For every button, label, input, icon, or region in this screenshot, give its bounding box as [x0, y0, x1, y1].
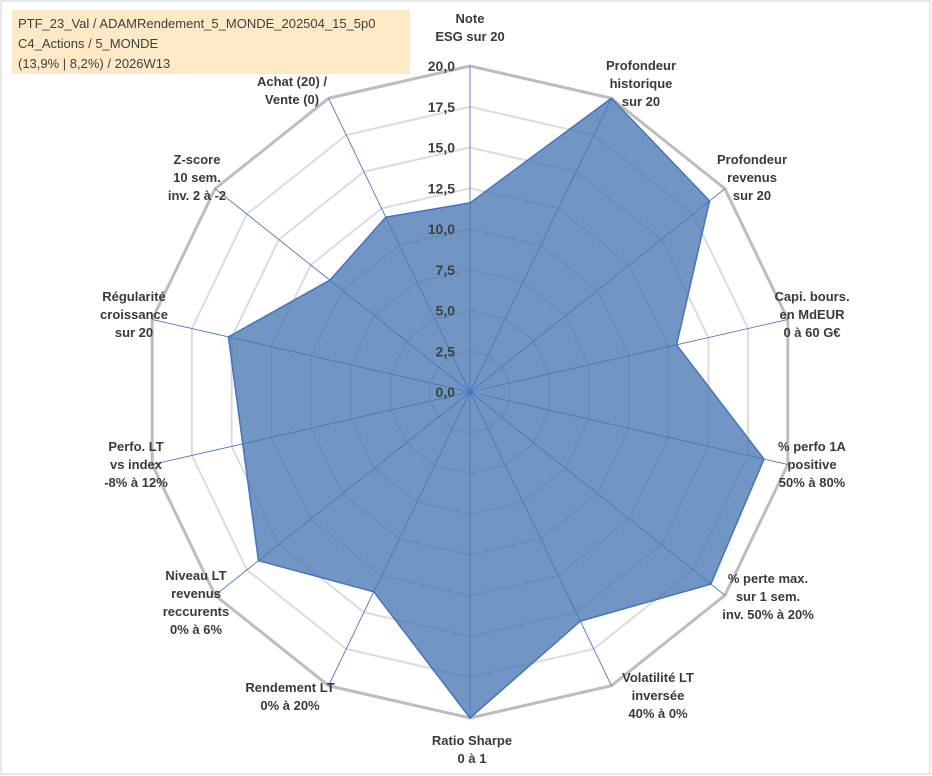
title-line: PTF_23_Val / ADAMRendement_5_MONDE_20250…	[18, 16, 375, 31]
axis-spoke	[469, 319, 788, 393]
tick-label: 0,0	[436, 384, 456, 400]
axis-spoke	[152, 319, 471, 393]
axis-spoke	[469, 391, 612, 686]
category-label: Profondeur historique sur 20	[606, 58, 676, 109]
title-line: C4_Actions / 5_MONDE	[18, 36, 158, 51]
axis-spoke	[469, 98, 612, 393]
category-label: Capi. bours. en MdEUR 0 à 60 G€	[774, 289, 849, 340]
title-box	[12, 10, 410, 74]
category-label: Volatilité LT inversée 40% à 0%	[622, 670, 694, 721]
axis-spoke	[469, 391, 726, 596]
tick-label: 7,5	[436, 262, 456, 278]
category-label: Régularité croissance sur 20	[100, 289, 168, 340]
category-label: Achat (20) / Vente (0)	[257, 74, 327, 107]
tick-label: 17,5	[428, 99, 455, 115]
category-label: Z-score 10 sem. inv. 2 à -2	[168, 152, 226, 203]
category-label: % perfo 1A positive 50% à 80%	[778, 439, 847, 490]
axis-spoke	[469, 391, 788, 465]
tick-label: 15,0	[428, 140, 455, 156]
axis-spoke	[214, 391, 471, 596]
category-label: Note ESG sur 20	[435, 11, 504, 44]
tick-label: 10,0	[428, 221, 455, 237]
category-label: Perfo. LT vs index -8% à 12%	[104, 439, 168, 490]
tick-label: 12,5	[428, 180, 455, 196]
axis-spoke	[469, 188, 726, 393]
axis-spoke	[328, 391, 471, 686]
title-line: (13,9% | 8,2%) / 2026W13	[18, 56, 170, 71]
category-label: Niveau LT revenus reccurents 0% à 6%	[163, 568, 229, 637]
axis-spoke	[214, 188, 471, 393]
category-label: % perte max. sur 1 sem. inv. 50% à 20%	[722, 571, 814, 622]
tick-label: 5,0	[436, 303, 456, 319]
tick-label: 20,0	[428, 58, 455, 74]
axis-spoke	[152, 391, 471, 465]
axis-spoke	[328, 98, 471, 393]
tick-label: 2,5	[436, 343, 456, 359]
category-label: Rendement LT 0% à 20%	[245, 680, 334, 713]
category-label: Profondeur revenus sur 20	[717, 152, 787, 203]
category-label: Ratio Sharpe 0 à 1	[432, 733, 512, 766]
